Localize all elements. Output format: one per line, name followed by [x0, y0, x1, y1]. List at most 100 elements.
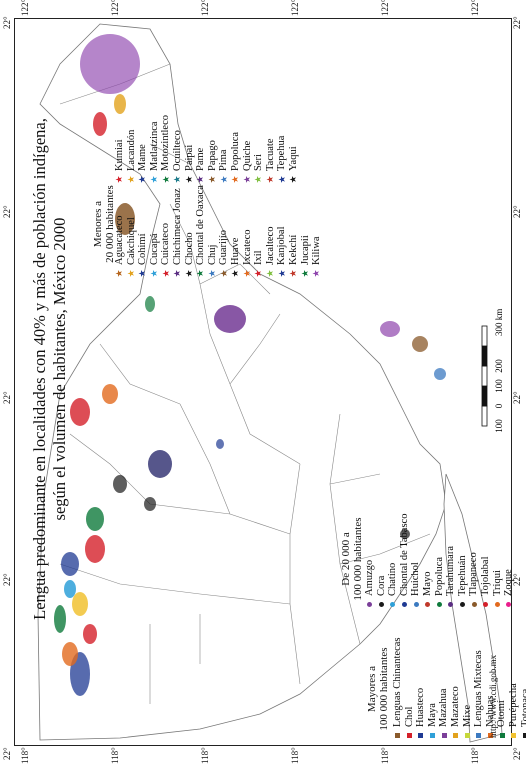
legend-item: Tlapaneco — [468, 514, 480, 609]
legend-item-label: Mayo — [421, 571, 433, 597]
legend-item-label: Totonaca — [519, 688, 526, 727]
legend-item: ★ Cucapá — [149, 185, 161, 278]
legend-item-label: Kanjobal — [276, 226, 288, 266]
legend-item: ★ Kanjobal — [276, 185, 288, 278]
legend-item-label: Pame — [195, 147, 207, 171]
legend-item: Chatino — [387, 514, 399, 609]
legend-item: ★ Ocuilteco — [172, 115, 184, 184]
legend-item-label: Chontal de Tabasco — [398, 513, 410, 596]
legend-item-label: Tacuate — [264, 138, 276, 172]
legend-item-label: Mixe — [461, 704, 473, 727]
star-marker-icon: ★ — [218, 175, 229, 184]
legend-item-label: Purépecha — [507, 683, 519, 727]
legend-item-label: Huasteco — [415, 687, 427, 727]
legend-item-label: Quiche — [241, 140, 253, 171]
legend-item: ★ Kekchí — [288, 185, 300, 278]
legend-item: ★ Kumiai — [114, 115, 126, 184]
legend-heading-large: Mayores a 100 000 habitantes — [366, 647, 390, 731]
legend-item: Huasteco — [415, 637, 427, 740]
legend-item-label: Triqui — [491, 570, 503, 596]
star-marker-icon: ★ — [311, 269, 322, 278]
legend-item-label: Tlapaneco — [468, 552, 480, 596]
legend-item: Mazateco — [450, 637, 462, 740]
legend-item-label: Lacandón — [125, 129, 137, 171]
legend-item: Cora — [376, 514, 388, 609]
legend-item-label: Mazahua — [438, 688, 450, 727]
dot-marker-icon — [425, 602, 431, 607]
legend-item: ★ Jucapii — [300, 185, 312, 278]
legend-item-label: Cakchiquel — [125, 217, 137, 265]
star-marker-icon: ★ — [230, 269, 241, 278]
square-marker-icon — [476, 733, 482, 738]
legend-item: Lenguas Chinantecas — [392, 637, 404, 740]
map-title: Lengua predominante en localidades con 4… — [30, 64, 70, 674]
star-marker-icon: ★ — [276, 269, 287, 278]
star-marker-icon: ★ — [125, 269, 136, 278]
square-marker-icon — [406, 733, 412, 738]
dot-marker-icon — [483, 602, 489, 607]
legend-item: ★ Mame — [137, 115, 149, 184]
legend-item: Amuzgo — [364, 514, 376, 609]
legend-item: ★ Ixcateco — [242, 185, 254, 278]
legend-item-label: Tojolabal — [479, 556, 491, 596]
legend-item: ★ Quiche — [242, 115, 254, 184]
legend-item: ★ Cakchiquel — [126, 185, 138, 278]
legend-item: Mazahua — [438, 637, 450, 740]
star-marker-icon: ★ — [172, 175, 183, 184]
legend-item: ★ Chichimeca Jonaz — [172, 185, 184, 278]
legend-item-label: Mazateco — [449, 686, 461, 727]
legend-item-label: Zoque — [503, 569, 515, 596]
legend-item-label: Ixcateco — [241, 229, 253, 265]
scale-label: 300 km — [494, 309, 504, 336]
legend-item-label: Cora — [375, 575, 387, 596]
legend-item-label: Chichimeca Jonaz — [171, 188, 183, 265]
legend-item: ★ Tepehua — [276, 115, 288, 184]
star-marker-icon: ★ — [195, 269, 206, 278]
legend-item-label: Jacalteco — [264, 226, 276, 265]
legend-item: Purépecha — [508, 637, 520, 740]
legend-item: ★ Cohimí — [137, 185, 149, 278]
legend-item-label: Tepehuán — [456, 555, 468, 596]
legend-item: Lenguas Mixtecas — [473, 637, 485, 740]
legend-item: Zoque — [503, 514, 515, 609]
legend-item: ★ Matlatzinca — [149, 115, 161, 184]
dot-marker-icon — [402, 602, 408, 607]
legend-item: ★ Pima — [218, 115, 230, 184]
legend-item: ★ Seri — [253, 115, 265, 184]
legend-item: ★ Tacuate — [265, 115, 277, 184]
legend-item-label: Jucapii — [299, 235, 311, 265]
legend-item-label: Ocuilteco — [171, 130, 183, 171]
dot-marker-icon — [390, 602, 396, 607]
legend-item: ★ Huave — [230, 185, 242, 278]
source-url[interactable]: http://www.cdi.gob.mx — [488, 654, 498, 738]
legend-item: Popoluca — [434, 514, 446, 609]
legend-item-label: Kumiai — [114, 139, 125, 172]
legend-item-label: Yaqui — [287, 146, 299, 171]
legend-item: Otomí — [496, 637, 508, 740]
star-marker-icon: ★ — [114, 175, 125, 184]
square-marker-icon — [430, 733, 436, 738]
star-marker-icon: ★ — [241, 269, 252, 278]
dot-marker-icon — [367, 602, 373, 607]
legend-item-label: Kiliwa — [311, 236, 323, 265]
star-marker-icon: ★ — [265, 269, 276, 278]
star-marker-icon: ★ — [207, 269, 218, 278]
legend-column-small-1: ★ Aguacateco ★ Cakchiquel ★ Cohimí ★ Cucapá ★ Cui… — [114, 185, 323, 278]
legend-item: Chontal de Tabasco — [399, 514, 411, 609]
legend-item-label: Cucapá — [148, 233, 160, 266]
legend-item-label: Tepehua — [276, 135, 288, 171]
legend-item: Chol — [404, 637, 416, 740]
star-marker-icon: ★ — [218, 269, 229, 278]
star-marker-icon: ★ — [114, 269, 125, 278]
legend-item: ★ Chuj — [207, 185, 219, 278]
legend-item-label: Chol — [403, 706, 415, 727]
legend-item-label: Tarahumara — [445, 546, 457, 596]
legend-item: Maya — [427, 637, 439, 740]
dot-marker-icon — [448, 602, 454, 607]
locality-clusters — [54, 34, 446, 696]
star-marker-icon: ★ — [253, 269, 264, 278]
star-marker-icon: ★ — [172, 269, 183, 278]
legend-item-label: Popoluca — [229, 131, 241, 171]
dot-marker-icon — [494, 602, 500, 607]
